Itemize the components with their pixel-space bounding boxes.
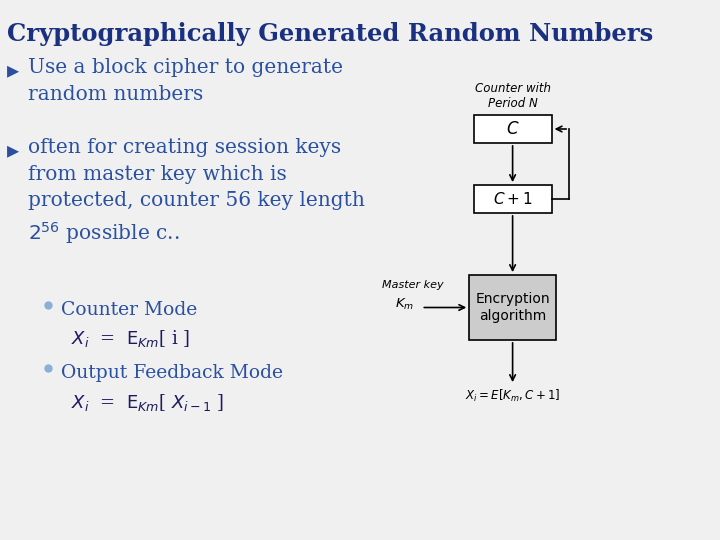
Text: $K_m$: $K_m$	[395, 297, 415, 312]
FancyBboxPatch shape	[474, 185, 552, 213]
FancyBboxPatch shape	[474, 115, 552, 143]
Text: $X_i$  =  $\mathrm{E}_{Km}$[ i ]: $X_i$ = $\mathrm{E}_{Km}$[ i ]	[71, 328, 191, 349]
Text: ▸: ▸	[7, 138, 19, 162]
FancyBboxPatch shape	[469, 275, 556, 340]
Text: Output Feedback Mode: Output Feedback Mode	[60, 364, 283, 382]
Text: often for creating session keys
from master key which is
protected, counter 56 k: often for creating session keys from mas…	[28, 138, 364, 246]
Text: $C + 1$: $C + 1$	[492, 191, 532, 207]
Text: $X_i$  =  $\mathrm{E}_{Km}$[ $X_{i-1}$ ]: $X_i$ = $\mathrm{E}_{Km}$[ $X_{i-1}$ ]	[71, 392, 225, 413]
Text: Master key: Master key	[382, 280, 444, 290]
Text: ▸: ▸	[7, 58, 19, 82]
Text: Encryption
algorithm: Encryption algorithm	[475, 292, 550, 322]
Text: $C$: $C$	[506, 120, 519, 138]
Text: Counter Mode: Counter Mode	[60, 301, 197, 319]
Text: Cryptographically Generated Random Numbers: Cryptographically Generated Random Numbe…	[7, 22, 653, 46]
Text: $X_i = E[K_m, C + 1]$: $X_i = E[K_m, C + 1]$	[465, 388, 560, 404]
Text: Counter with
Period N: Counter with Period N	[474, 82, 551, 110]
Text: Use a block cipher to generate
random numbers: Use a block cipher to generate random nu…	[28, 58, 343, 104]
